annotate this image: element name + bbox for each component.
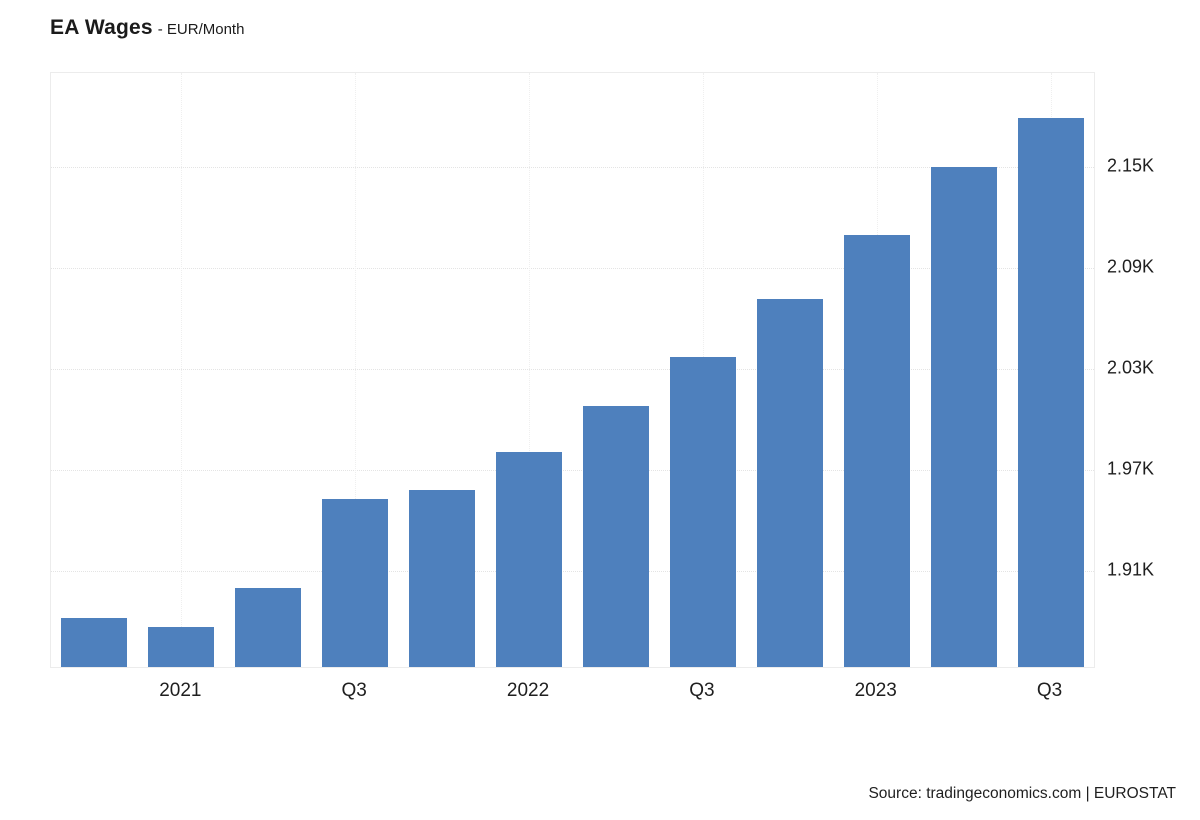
bar-2023-q1[interactable]: [843, 234, 910, 667]
y-axis-tick-label: 2.15K: [1107, 155, 1155, 176]
bar-2022-q1[interactable]: [496, 451, 563, 667]
h-gridline: [51, 470, 1094, 472]
bar-2021-q4[interactable]: [409, 490, 476, 667]
bar-2023-q2[interactable]: [930, 167, 997, 667]
h-gridline: [51, 369, 1094, 371]
bar-2021-q3[interactable]: [322, 498, 389, 667]
bar-2022-q2[interactable]: [582, 406, 649, 667]
x-axis-tick-label: 2022: [506, 680, 550, 701]
x-axis-tick-label: 2023: [854, 680, 897, 701]
y-axis-tick-label: 1.91K: [1107, 559, 1155, 580]
y-axis-tick-label: 2.09K: [1107, 256, 1155, 277]
chart-title: EA Wages: [50, 16, 153, 39]
x-axis-tick-label: Q3: [689, 680, 715, 701]
x-axis-tick-label: 2021: [159, 680, 202, 701]
bar-2021-q1[interactable]: [148, 626, 215, 667]
chart-header: EA Wages - EUR/Month: [50, 16, 244, 40]
y-axis-tick-label: 1.97K: [1107, 458, 1155, 479]
bar-2021-q2[interactable]: [235, 587, 302, 667]
bar-2023-q3[interactable]: [1017, 118, 1084, 667]
x-axis-tick-label: Q3: [341, 680, 367, 701]
v-gridline: [529, 73, 531, 667]
h-gridline: [51, 571, 1094, 573]
bar-2022-q3[interactable]: [669, 357, 736, 667]
v-gridline: [181, 73, 183, 667]
h-gridline: [51, 268, 1094, 270]
plot-area: [50, 72, 1095, 668]
bar-2022-q4[interactable]: [756, 298, 823, 667]
h-gridline: [51, 167, 1094, 169]
x-axis-tick-label: Q3: [1036, 680, 1063, 701]
v-gridline: [355, 73, 357, 667]
y-axis-tick-label: 2.03K: [1107, 357, 1155, 378]
chart-subtitle: - EUR/Month: [157, 21, 245, 38]
source-credit: Source: tradingeconomics.com | EUROSTAT: [868, 785, 1176, 802]
bar-2020-q4[interactable]: [61, 618, 128, 667]
